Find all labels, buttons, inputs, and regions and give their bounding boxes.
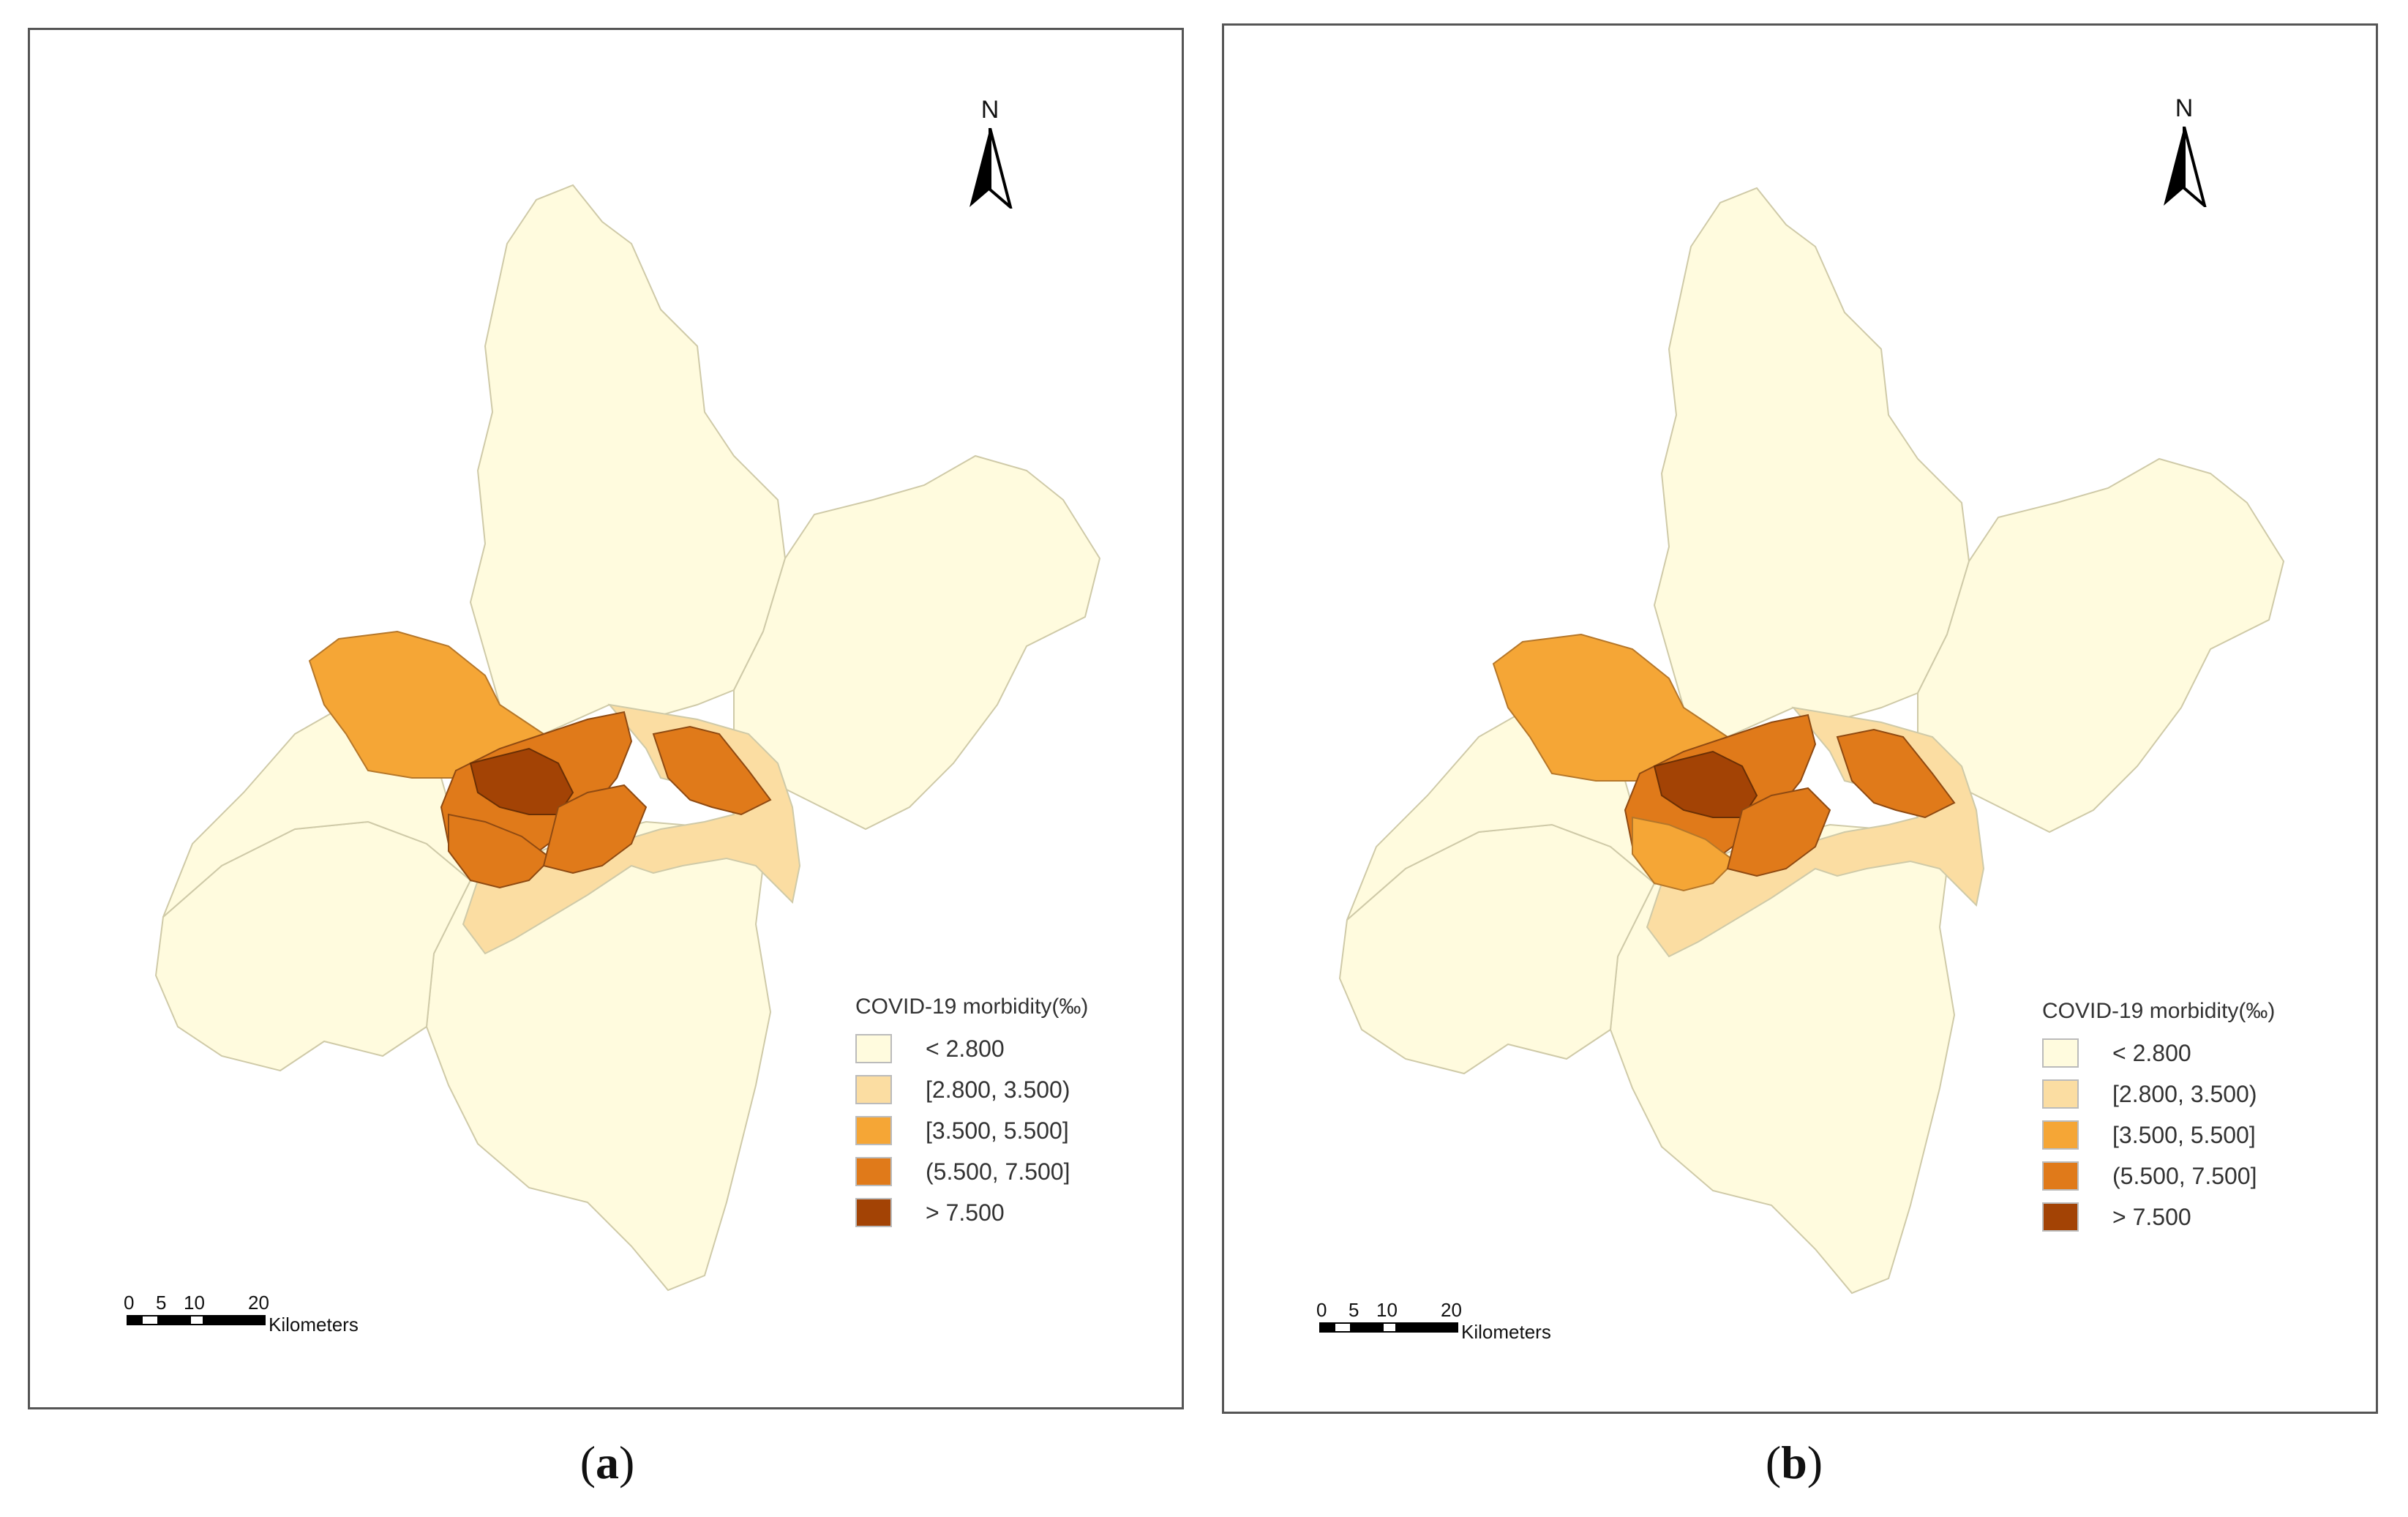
map-frame: N COVID-19 morbidity(‰) < 2.800 [2.800, … <box>28 28 1184 1409</box>
scale-tick-label: 10 <box>1376 1299 1398 1321</box>
legend-label: [2.800, 3.500) <box>926 1076 1070 1103</box>
caption-letter: a <box>596 1437 619 1488</box>
north-label: N <box>980 96 999 124</box>
scale-segment <box>1319 1322 1334 1333</box>
scale-bar: 0 5 10 20 Kilometers <box>1316 1299 1624 1343</box>
panel-caption: (a) <box>580 1437 635 1488</box>
legend-swatch <box>855 1198 892 1227</box>
legend-swatch <box>855 1116 892 1145</box>
legend-swatch <box>2042 1202 2079 1232</box>
legend-row: > 7.500 <box>855 1192 1088 1233</box>
scale-segment <box>190 1315 204 1325</box>
legend-row: (5.500, 7.500] <box>2042 1155 2275 1196</box>
north-arrow: N <box>961 96 1019 213</box>
scale-segment <box>1382 1322 1397 1333</box>
scale-tick-label: 0 <box>1316 1299 1327 1321</box>
district-northeast <box>733 454 1101 831</box>
scale-segment <box>204 1315 266 1325</box>
legend-label: > 7.500 <box>2112 1203 2191 1230</box>
legend-row: < 2.800 <box>2042 1033 2275 1074</box>
legend-label: [2.800, 3.500) <box>2112 1080 2257 1107</box>
legend-row: [2.800, 3.500) <box>2042 1074 2275 1115</box>
legend-label: (5.500, 7.500] <box>926 1158 1070 1185</box>
map-legend: COVID-19 morbidity(‰) < 2.800 [2.800, 3.… <box>2042 999 2275 1237</box>
legend-row: > 7.500 <box>2042 1196 2275 1237</box>
legend-swatch <box>2042 1120 2079 1150</box>
scale-unit: Kilometers <box>1461 1321 1551 1343</box>
legend-row: [3.500, 5.500] <box>2042 1115 2275 1155</box>
legend-label: > 7.500 <box>926 1199 1005 1226</box>
north-label: N <box>2175 94 2194 122</box>
caption-letter: b <box>1781 1437 1807 1488</box>
map-legend: COVID-19 morbidity(‰) < 2.800 [2.800, 3.… <box>855 995 1088 1233</box>
scale-segment <box>1351 1322 1382 1333</box>
scale-unit: Kilometers <box>269 1314 359 1336</box>
scale-tick-label: 5 <box>1349 1299 1359 1321</box>
scale-segment <box>127 1315 141 1325</box>
scale-segment <box>1397 1322 1458 1333</box>
choropleth-map <box>1338 187 2285 1295</box>
north-arrow-icon <box>2164 127 2207 207</box>
legend-title: COVID-19 morbidity(‰) <box>2042 999 2276 1023</box>
district-hanyang <box>1632 816 1736 892</box>
district-northeast <box>1917 457 2285 834</box>
legend-label: < 2.800 <box>926 1035 1005 1062</box>
map-frame: N COVID-19 morbidity(‰) < 2.800 [2.800, … <box>1222 23 2378 1414</box>
scale-tick-label: 0 <box>124 1292 135 1314</box>
scale-tick-label: 20 <box>248 1292 269 1314</box>
district-east-spur <box>1836 728 1956 819</box>
scale-segment <box>159 1315 190 1325</box>
scale-tick-label: 5 <box>156 1292 167 1314</box>
district-north <box>469 184 787 735</box>
scale-tick-label: 10 <box>184 1292 205 1314</box>
map-panel-a: N COVID-19 morbidity(‰) < 2.800 [2.800, … <box>28 28 1184 1488</box>
legend-swatch <box>855 1034 892 1063</box>
legend-row: < 2.800 <box>855 1028 1088 1069</box>
scale-tick-label: 20 <box>1441 1299 1462 1321</box>
legend-row: (5.500, 7.500] <box>855 1151 1088 1192</box>
scale-segment <box>141 1315 159 1325</box>
legend-swatch <box>2042 1161 2079 1191</box>
choropleth-map <box>154 184 1101 1292</box>
map-panel-b: N COVID-19 morbidity(‰) < 2.800 [2.800, … <box>1204 0 2408 1517</box>
legend-label: [3.500, 5.500] <box>2112 1121 2256 1148</box>
legend-title: COVID-19 morbidity(‰) <box>855 995 1089 1019</box>
legend-row: [2.800, 3.500) <box>855 1069 1088 1110</box>
district-hanyang <box>448 813 552 889</box>
district-wuchang <box>542 784 648 874</box>
north-arrow: N <box>2155 94 2213 211</box>
legend-swatch <box>2042 1038 2079 1068</box>
panel-caption: (b) <box>1765 1437 1823 1488</box>
legend-row: [3.500, 5.500] <box>855 1110 1088 1151</box>
legend-label: < 2.800 <box>2112 1039 2191 1066</box>
legend-label: [3.500, 5.500] <box>926 1117 1069 1144</box>
district-wuchang <box>1726 787 1831 877</box>
legend-swatch <box>2042 1079 2079 1109</box>
district-east-spur <box>652 725 772 816</box>
scale-bar: 0 5 10 20 Kilometers <box>124 1292 431 1336</box>
north-arrow-icon <box>969 128 1013 209</box>
legend-swatch <box>855 1075 892 1104</box>
district-north <box>1653 187 1970 738</box>
legend-label: (5.500, 7.500] <box>2112 1162 2257 1189</box>
legend-swatch <box>855 1157 892 1186</box>
scale-segment <box>1334 1322 1351 1333</box>
